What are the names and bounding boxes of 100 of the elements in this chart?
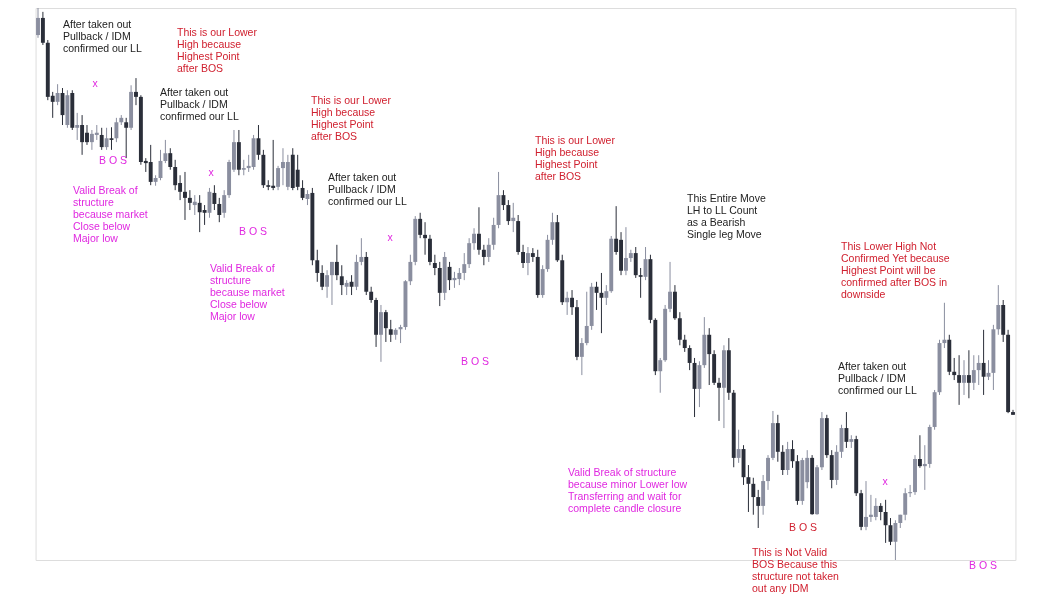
annotation: This Entire Move LH to LL Count as a Bearish Single leg Move <box>687 192 766 240</box>
candlestick <box>746 464 751 513</box>
candlestick <box>408 254 413 286</box>
candlestick <box>99 127 104 151</box>
candlestick <box>134 77 138 106</box>
candlestick <box>873 497 878 521</box>
candlestick <box>525 246 530 276</box>
candlestick <box>80 114 85 156</box>
candlestick <box>315 249 320 283</box>
candlestick <box>379 304 383 363</box>
candlestick <box>462 252 467 281</box>
candlestick <box>658 357 663 394</box>
candlestick <box>952 357 957 381</box>
candlestick <box>349 274 354 296</box>
candlestick <box>114 117 119 143</box>
candlestick <box>677 311 682 346</box>
candlestick <box>971 354 976 391</box>
candlestick <box>942 302 947 349</box>
candlestick <box>903 487 908 521</box>
candlestick <box>570 289 575 316</box>
candlestick <box>604 284 609 306</box>
candlestick <box>785 441 790 476</box>
candlestick <box>599 272 604 334</box>
annotation: This is our Lower High because Highest Point after BOS <box>177 26 258 74</box>
candlestick <box>202 204 207 226</box>
candlestick <box>339 264 344 296</box>
candlestick <box>467 237 472 269</box>
annotation: Valid Break of structure because market Close below Major low <box>73 184 148 244</box>
annotation: B O S <box>968 559 998 571</box>
annotation: B O S <box>460 355 490 367</box>
candlestick <box>633 246 638 279</box>
candlestick <box>183 171 187 221</box>
candlestick <box>908 484 913 498</box>
candlestick <box>418 212 423 239</box>
candlestick <box>623 226 628 276</box>
candlestick <box>428 234 432 266</box>
annotation: Valid Break of structure because minor Lower low Transferring and wait for complete candle closure <box>568 466 688 514</box>
candlestick <box>330 261 334 306</box>
candlestick <box>638 267 643 299</box>
candlestick <box>36 7 40 39</box>
candlestick <box>594 281 599 311</box>
annotation: x <box>882 475 889 487</box>
candlestick <box>550 212 555 246</box>
candlestick <box>423 221 428 256</box>
candlestick <box>751 477 756 516</box>
annotation: After taken out Pullback / IDM confirmed our LL <box>63 18 142 54</box>
candlestick <box>222 189 227 219</box>
annotation: B O S <box>238 225 268 237</box>
candlestick <box>893 519 898 561</box>
candlestick <box>981 329 986 396</box>
candlestick <box>697 360 702 408</box>
candlestick <box>432 254 437 276</box>
candlestick <box>957 354 962 406</box>
candlestick <box>447 261 452 291</box>
candlestick <box>173 159 178 191</box>
candlestick <box>300 179 305 201</box>
annotation: x <box>208 166 215 178</box>
candlestick <box>486 237 491 263</box>
candlestick <box>565 291 570 316</box>
candlestick <box>844 411 849 449</box>
annotation: B O S <box>98 154 128 166</box>
candlestick <box>917 434 922 469</box>
candlestick <box>163 139 168 164</box>
candlestick <box>359 237 364 266</box>
candlestick <box>521 244 526 269</box>
candlestick <box>687 344 692 371</box>
annotation: x <box>92 77 99 89</box>
annotation: This Lower High Not Confirmed Yet because Highest Point will be confirmed after BOS in downside <box>841 240 950 300</box>
candlestick <box>295 154 300 191</box>
candlestick <box>55 83 60 106</box>
candlestick <box>325 269 330 299</box>
candlestick <box>962 359 966 396</box>
annotation: This is Not Valid BOS Because this structure not taken out any IDM <box>752 546 840 594</box>
candlestick <box>168 147 173 171</box>
candlestick <box>864 480 868 531</box>
candlestick <box>780 444 785 476</box>
candlestick <box>883 499 888 544</box>
candlestick <box>511 202 516 233</box>
candlestick <box>217 197 222 223</box>
annotation: After taken out Pullback / IDM confirmed our LL <box>328 171 407 207</box>
candlestick <box>584 291 589 346</box>
annotation: This is our Lower High because Highest Point after BOS <box>311 94 392 142</box>
candlestick <box>192 194 197 216</box>
annotation: x <box>387 231 394 243</box>
candlestick <box>506 199 511 226</box>
candlestick <box>707 327 712 386</box>
candlestick <box>736 429 741 464</box>
candlestick <box>276 165 281 191</box>
candlestick <box>717 377 721 422</box>
candlestick <box>476 206 481 256</box>
candlestick <box>383 309 388 343</box>
candlestick <box>334 244 339 281</box>
candlestick <box>966 349 971 399</box>
candlestick <box>766 454 770 491</box>
candlestick <box>109 126 114 151</box>
candlestick <box>481 244 486 266</box>
candlestick <box>976 354 981 386</box>
annotation: After taken out Pullback / IDM confirmed our LL <box>838 360 917 396</box>
candlestick <box>756 489 761 529</box>
candlestick <box>212 184 217 211</box>
